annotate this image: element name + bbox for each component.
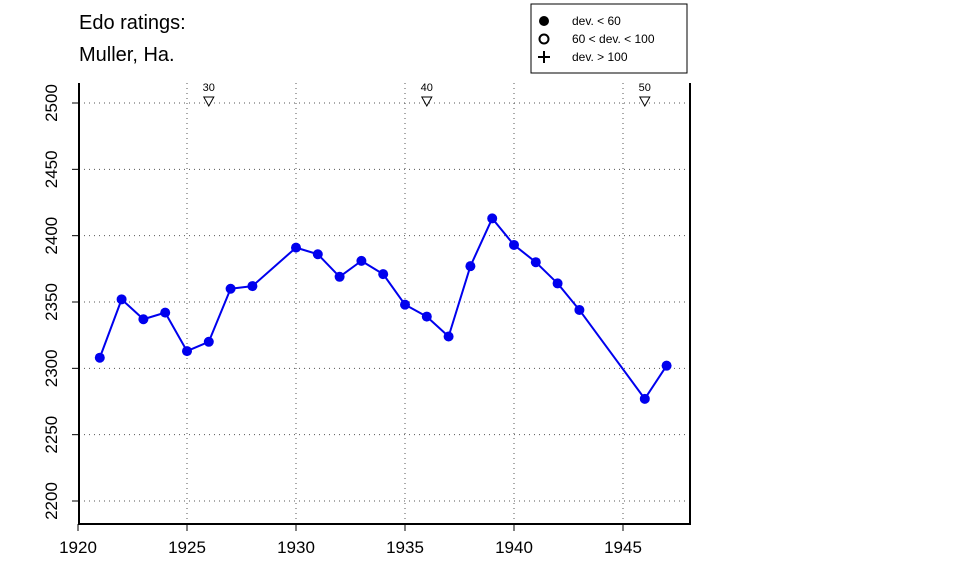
x-tick-label-1925: 1925 (168, 538, 206, 557)
data-point-1943 (574, 304, 585, 315)
plot-frame (78, 83, 691, 525)
data-point-1947 (661, 360, 672, 371)
data-point-1941 (530, 257, 541, 268)
legend-open-circle-icon (538, 33, 550, 45)
legend: dev. < 60 60 < dev. < 100 dev. > 100 (530, 3, 688, 74)
y-tick-label-2250: 2250 (42, 416, 61, 454)
down-triangle-icon (420, 96, 433, 108)
data-point-1928 (247, 281, 258, 292)
data-point-1934 (378, 269, 389, 280)
y-tick-label-2450: 2450 (42, 150, 61, 188)
data-point-1940 (509, 239, 519, 250)
y-tick-label-2500: 2500 (42, 84, 61, 122)
legend-label-dev-below-60: dev. < 60 (572, 14, 621, 28)
x-tick-label-1945: 1945 (604, 538, 642, 557)
data-point-1937 (443, 331, 454, 342)
data-point-1933 (356, 255, 367, 266)
series (94, 213, 672, 404)
annotation-label-40: 40 (421, 82, 433, 94)
y-tick-label-2200: 2200 (42, 482, 61, 520)
data-point-1926 (203, 336, 214, 347)
data-point-1942 (552, 278, 563, 289)
y-tick-label-2300: 2300 (42, 349, 61, 387)
down-triangle-icon (638, 96, 651, 108)
series-line (98, 217, 668, 400)
down-triangle-icon (202, 96, 215, 108)
legend-label-dev-60-to-100: 60 < dev. < 100 (572, 32, 655, 46)
data-point-1921 (94, 352, 105, 363)
x-tick-label-1935: 1935 (386, 538, 424, 557)
axes: 1920 1925 1930 1935 1940 1945 2200 2250 2300 2350… (42, 83, 691, 557)
grid (79, 83, 690, 524)
x-tick-label-1930: 1930 (277, 538, 315, 557)
x-tick-label-1920: 1920 (59, 538, 97, 557)
data-point-1927 (225, 283, 236, 294)
data-point-1939 (487, 213, 498, 224)
annotation-label-30: 30 (203, 82, 215, 94)
legend-box (530, 3, 688, 74)
annotation-label-50: 50 (639, 82, 651, 94)
legend-label-dev-above-100: dev. > 100 (572, 50, 628, 64)
data-point-1922 (116, 294, 127, 305)
y-tick-label-2400: 2400 (42, 217, 61, 255)
chart-title-line-1: Edo ratings: (79, 12, 186, 34)
data-point-1936 (421, 311, 432, 322)
data-point-1930 (291, 242, 301, 253)
data-point-1931 (312, 249, 323, 260)
data-point-1935 (400, 299, 410, 310)
data-point-1924 (160, 307, 171, 318)
y-tick-label-2350: 2350 (42, 283, 61, 321)
legend-filled-circle-icon (539, 16, 549, 26)
x-tick-label-1940: 1940 (495, 538, 533, 557)
data-point-1925 (182, 346, 192, 357)
data-point-1932 (334, 271, 345, 282)
data-point-1938 (465, 261, 476, 272)
annotations: 30 40 50 (202, 82, 651, 108)
data-point-1923 (138, 314, 149, 325)
chart-title-line-2: Muller, Ha. (79, 44, 175, 66)
data-point-1946 (639, 393, 650, 404)
chart-title: Edo ratings: Muller, Ha. (79, 12, 186, 66)
legend-plus-icon (538, 51, 550, 63)
